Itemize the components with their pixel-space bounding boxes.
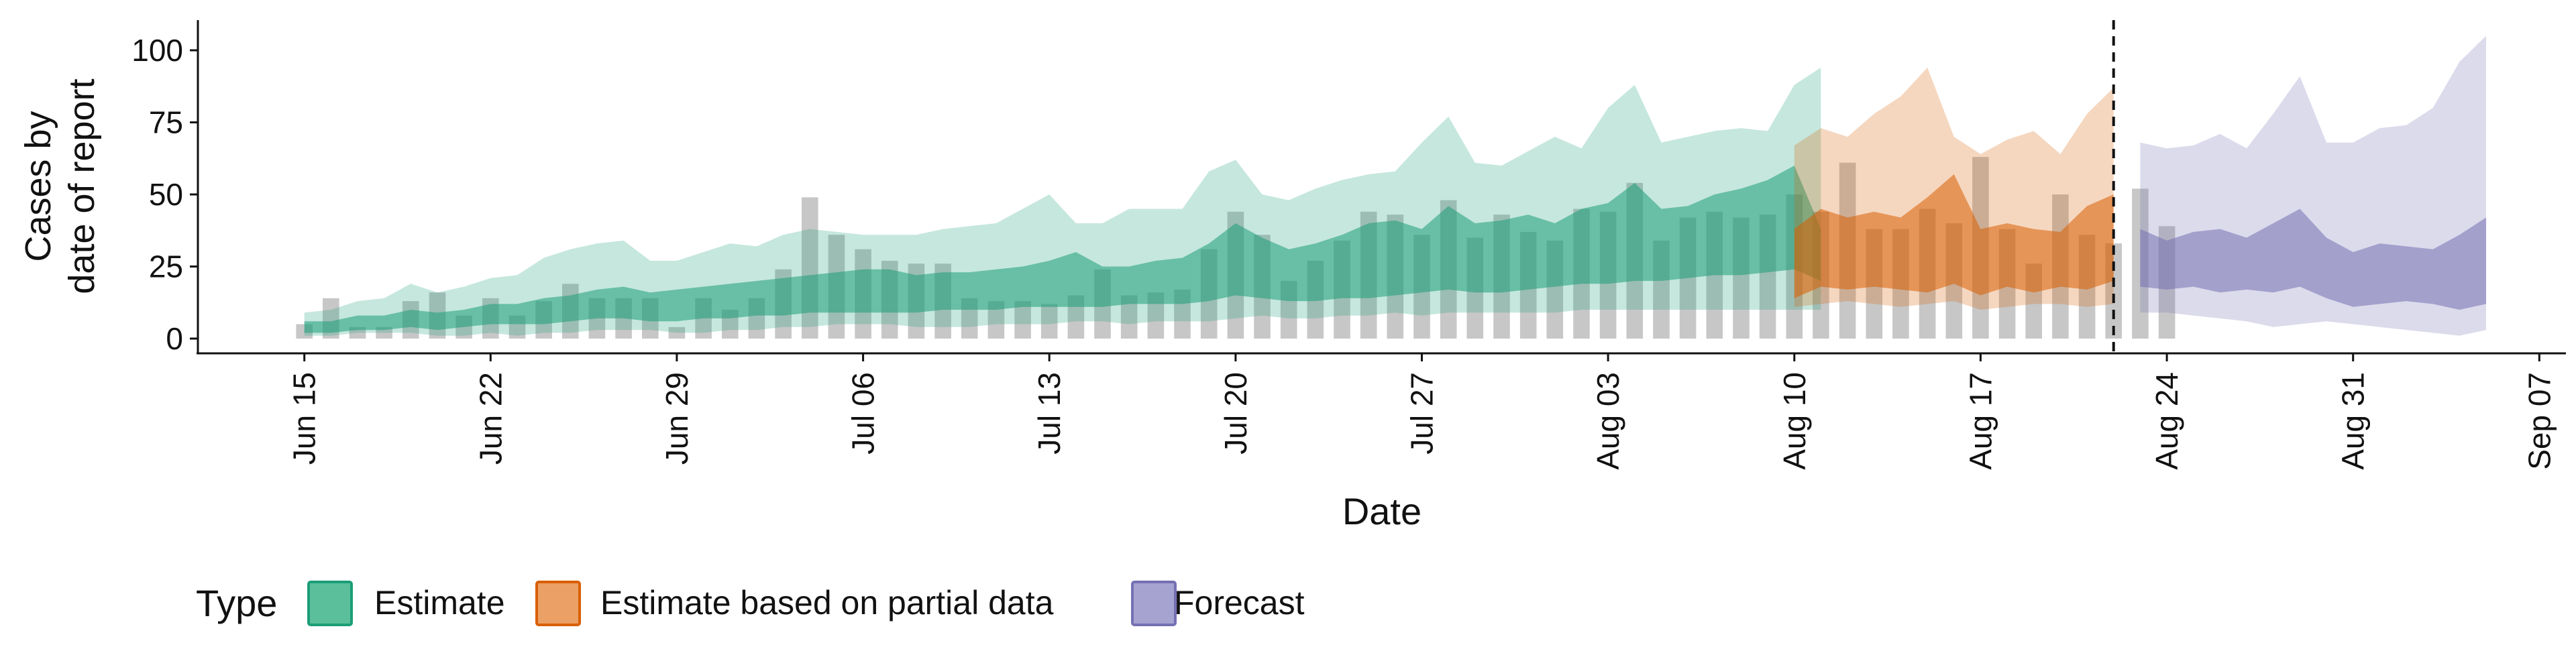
x-axis-label: Date	[1342, 490, 1421, 532]
band-inner-forecast	[2140, 209, 2486, 310]
legend-item-forecast: Forecast	[1131, 581, 1305, 626]
y-ticks: 0 25 50 75 100	[131, 33, 198, 356]
x-tick-label: Aug 31	[2336, 372, 2371, 470]
legend: Type Estimate Estimate based on partial …	[196, 581, 1305, 626]
x-tick-label: Sep 07	[2522, 372, 2557, 470]
legend-label-forecast: Forecast	[1174, 584, 1305, 622]
y-tick-label: 100	[131, 33, 183, 68]
y-tick-label: 75	[149, 105, 183, 140]
x-tick-label: Jul 13	[1032, 372, 1067, 455]
x-tick-label: Aug 17	[1963, 372, 1998, 470]
y-axis-label-line-2: date of report	[62, 78, 102, 294]
legend-title: Type	[196, 582, 277, 624]
y-axis-label-line-1: Cases by	[18, 111, 58, 261]
x-tick-label: Aug 10	[1777, 372, 1812, 470]
x-tick-label: Jul 27	[1405, 372, 1440, 455]
legend-item-estimate: Estimate	[307, 581, 505, 626]
x-tick-label: Jun 22	[473, 372, 508, 465]
x-ticks: Jun 15 Jun 22 Jun 29 Jul 06 Jul 13 Jul 20 Jul …	[287, 353, 2557, 470]
x-tick-label: Aug 03	[1591, 372, 1625, 470]
band-inner-estimate-based-on-partial-data	[1794, 174, 2114, 298]
band-inner-estimate	[304, 166, 1821, 333]
legend-label-partial: Estimate based on partial data	[600, 584, 1054, 622]
y-tick-label: 50	[149, 177, 183, 212]
x-tick-label: Jul 06	[846, 372, 881, 455]
x-tick-label: Jul 20	[1218, 372, 1253, 455]
legend-item-partial: Estimate based on partial data	[535, 581, 1054, 626]
axes-layer	[197, 20, 2566, 355]
x-tick-label: Jun 29	[659, 372, 694, 465]
x-tick-label: Aug 24	[2149, 372, 2184, 470]
legend-label-estimate: Estimate	[374, 584, 505, 622]
bar	[802, 197, 818, 339]
x-tick-label: Jun 15	[287, 372, 322, 465]
bar	[668, 327, 686, 339]
y-tick-label: 25	[149, 249, 183, 284]
y-tick-label: 0	[166, 321, 183, 356]
bands-layer	[304, 36, 2486, 336]
legend-swatch-estimate	[307, 581, 353, 626]
legend-swatch-partial	[535, 581, 581, 626]
bar	[1040, 304, 1058, 339]
legend-swatch-forecast	[1131, 581, 1177, 626]
